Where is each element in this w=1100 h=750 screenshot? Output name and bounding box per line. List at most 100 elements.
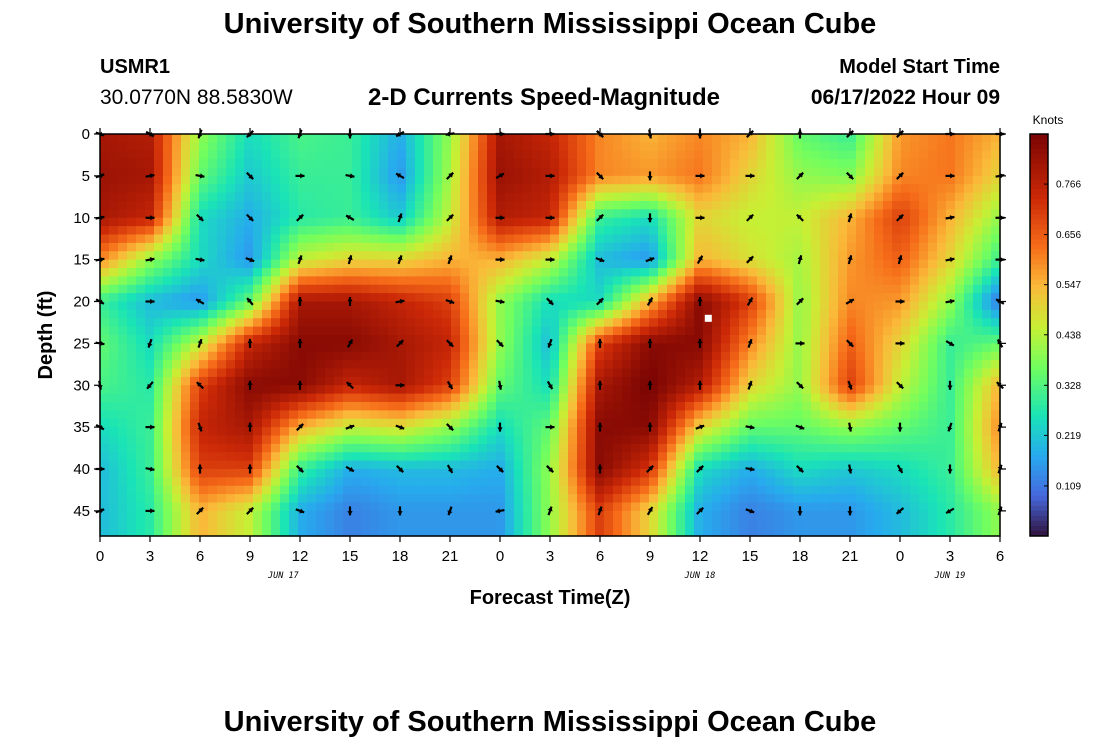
heatmap-cell xyxy=(721,510,731,520)
heatmap-cell xyxy=(208,226,218,236)
heatmap-cell xyxy=(937,410,947,420)
heatmap-cell xyxy=(235,184,245,194)
heatmap-cell xyxy=(577,510,587,520)
heatmap-cell xyxy=(217,234,227,244)
heatmap-cell xyxy=(100,477,110,487)
heatmap-cell xyxy=(739,276,749,286)
heatmap-cell xyxy=(190,351,200,361)
heatmap-cell xyxy=(145,427,155,437)
heatmap-cell xyxy=(739,469,749,478)
heatmap-cell xyxy=(559,209,569,219)
heatmap-cell xyxy=(919,360,929,370)
heatmap-cell xyxy=(352,134,362,143)
heatmap-cell xyxy=(109,326,119,336)
heatmap-cell xyxy=(685,410,695,420)
heatmap-cell xyxy=(379,301,389,311)
heatmap-cell xyxy=(919,427,929,437)
heatmap-cell xyxy=(838,343,848,353)
heatmap-cell xyxy=(433,427,443,437)
heatmap-cell xyxy=(703,167,713,177)
heatmap-cell xyxy=(172,268,182,277)
heatmap-cell xyxy=(667,326,677,336)
heatmap-cell xyxy=(307,150,317,160)
heatmap-cell xyxy=(577,435,587,445)
heatmap-cell xyxy=(784,427,794,437)
heatmap-cell xyxy=(226,134,236,143)
heatmap-cell xyxy=(793,469,803,478)
heatmap-cell xyxy=(442,502,452,512)
heatmap-cell xyxy=(217,443,227,453)
heatmap-cell xyxy=(325,460,335,470)
heatmap-cell xyxy=(145,209,155,219)
heatmap-cell xyxy=(163,502,173,512)
heatmap-cell xyxy=(334,167,344,177)
heatmap-cell xyxy=(118,402,128,411)
heatmap-cell xyxy=(748,184,758,194)
heatmap-cell xyxy=(937,469,947,478)
heatmap-cell xyxy=(658,192,668,202)
heatmap-cell xyxy=(100,301,110,311)
heatmap-cell xyxy=(505,326,515,336)
heatmap-cell xyxy=(793,217,803,227)
heatmap-cell xyxy=(694,259,704,269)
heatmap-cell xyxy=(775,502,785,512)
heatmap-cell xyxy=(766,519,776,529)
heatmap-cell xyxy=(199,209,209,219)
heatmap-cell xyxy=(550,242,560,252)
heatmap-cell xyxy=(334,360,344,370)
heatmap-cell xyxy=(973,134,983,143)
heatmap-cell xyxy=(397,293,407,303)
heatmap-cell xyxy=(334,134,344,143)
heatmap-cell xyxy=(658,301,668,311)
heatmap-cell xyxy=(991,477,1001,487)
heatmap-cell xyxy=(730,335,740,344)
heatmap-cell xyxy=(802,443,812,453)
heatmap-cell xyxy=(433,410,443,420)
heatmap-cell xyxy=(424,502,434,512)
heatmap-cell xyxy=(415,150,425,160)
heatmap-cell xyxy=(100,209,110,219)
heatmap-cell xyxy=(721,460,731,470)
heatmap-cell xyxy=(217,368,227,378)
heatmap-cell xyxy=(685,175,695,185)
heatmap-cell xyxy=(442,510,452,520)
heatmap-cell xyxy=(388,527,398,537)
heatmap-cell xyxy=(298,351,308,361)
heatmap-cell xyxy=(910,226,920,236)
heatmap-cell xyxy=(325,393,335,403)
heatmap-cell xyxy=(892,410,902,420)
heatmap-cell xyxy=(253,343,263,353)
heatmap-cell xyxy=(847,494,857,504)
heatmap-cell xyxy=(694,293,704,303)
heatmap-cell xyxy=(388,418,398,428)
heatmap-cell xyxy=(874,368,884,378)
heatmap-cell xyxy=(316,385,326,395)
heatmap-cell xyxy=(469,150,479,160)
heatmap-cell xyxy=(937,226,947,236)
heatmap-cell xyxy=(325,376,335,386)
heatmap-cell xyxy=(208,192,218,202)
heatmap-cell xyxy=(451,368,461,378)
heatmap-cell xyxy=(163,209,173,219)
heatmap-cell xyxy=(325,485,335,495)
heatmap-cell xyxy=(811,150,821,160)
heatmap-cell xyxy=(676,167,686,177)
heatmap-cell xyxy=(667,435,677,445)
heatmap-cell xyxy=(739,360,749,370)
heatmap-cell xyxy=(640,376,650,386)
heatmap-cell xyxy=(622,134,632,143)
heatmap-cell xyxy=(703,418,713,428)
heatmap-cell xyxy=(226,259,236,269)
heatmap-cell xyxy=(766,510,776,520)
heatmap-cell xyxy=(802,460,812,470)
heatmap-cell xyxy=(379,201,389,210)
heatmap-cell xyxy=(946,393,956,403)
heatmap-cell xyxy=(550,376,560,386)
heatmap-cell xyxy=(577,309,587,319)
heatmap-cell xyxy=(145,159,155,169)
heatmap-cell xyxy=(991,418,1001,428)
heatmap-cell xyxy=(523,284,533,294)
heatmap-cell xyxy=(937,368,947,378)
heatmap-cell xyxy=(100,234,110,244)
heatmap-cell xyxy=(181,226,191,236)
